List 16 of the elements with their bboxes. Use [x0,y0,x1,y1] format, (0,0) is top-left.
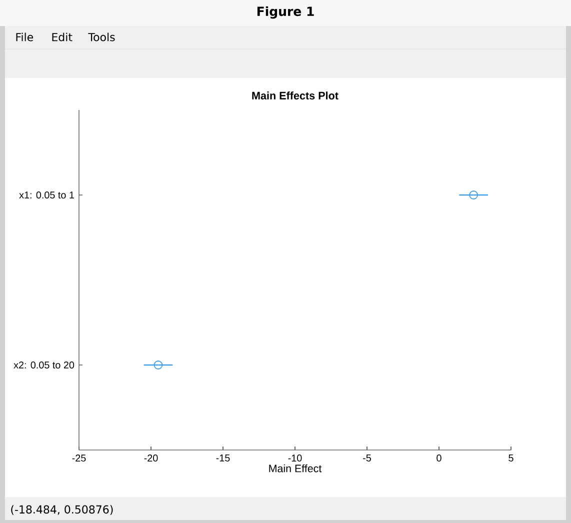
text: (-18.484, 0.50876) [11,505,113,515]
chart-title: Main Effects Plot [252,92,338,100]
x-tick-label: 0 [436,454,442,462]
x-tick-label: -15 [216,454,230,462]
caption: Figure 1 [257,6,314,19]
x-tick-label: -20 [144,454,158,462]
text: Tools [88,32,115,42]
x-tick-label: -5 [363,454,371,462]
y-tick-label: x1: 0.05 to 1 [19,191,74,199]
x-tick-label: -25 [72,454,86,462]
x-tick-label: -10 [288,454,302,462]
x-axis-title: Main Effect [269,464,322,472]
text: Edit [52,32,72,42]
y-tick-label: x2: 0.05 to 20 [14,361,74,369]
text: File [16,32,34,42]
x-tick-label: 5 [508,454,514,462]
